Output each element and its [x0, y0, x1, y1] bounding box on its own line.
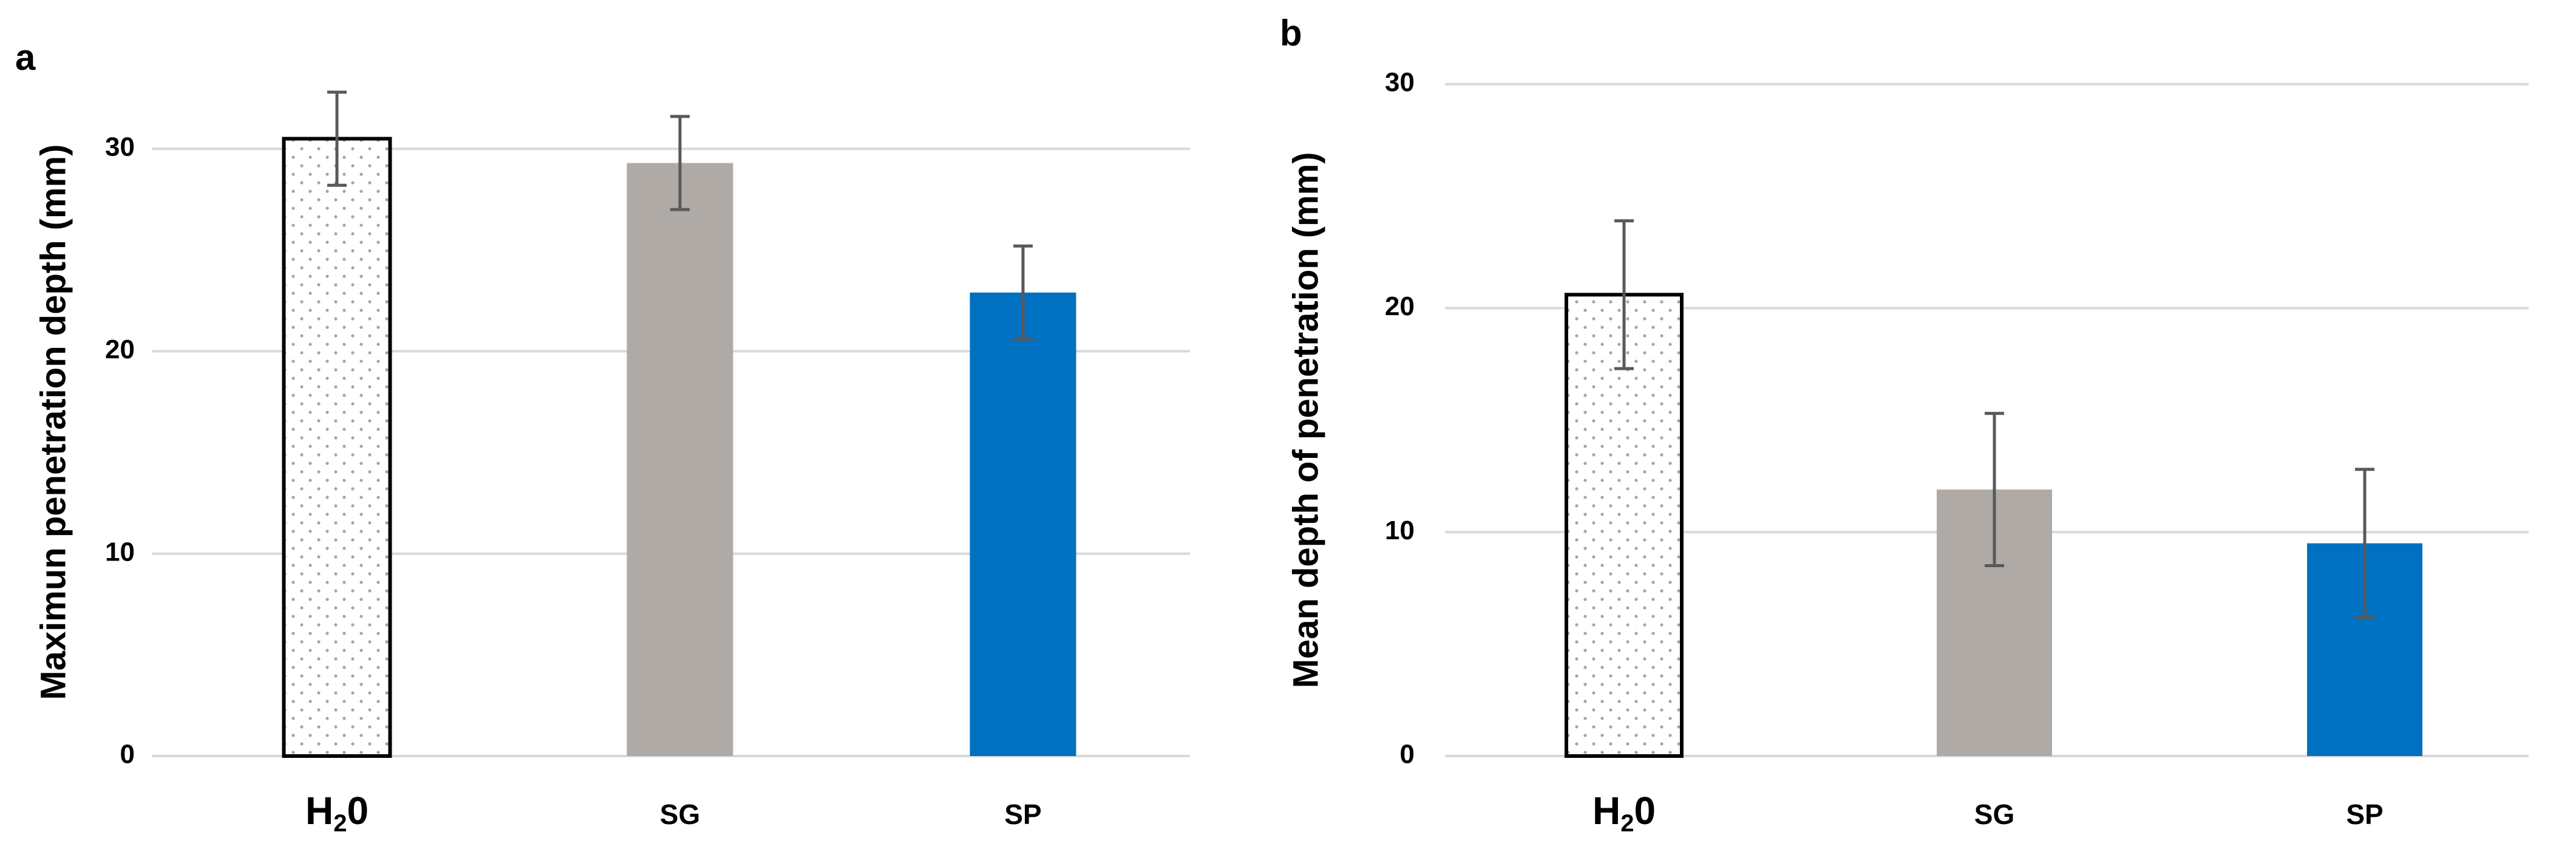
y-tick-label: 10 [105, 537, 135, 567]
panel-a-y-ticks: 0 10 20 30 [105, 132, 135, 769]
bar-h [282, 137, 392, 758]
panel-b-error-bars [1614, 219, 2374, 619]
panel-b-y-ticks: 0 10 20 30 [1385, 67, 1415, 769]
panel-b-label: b [1280, 13, 1302, 53]
panel-a-error-bars [327, 90, 1033, 341]
y-tick-label: 20 [105, 335, 135, 364]
error-bar-sg [670, 115, 690, 211]
error-bar-sp [1013, 244, 1033, 341]
error-bar-h [327, 90, 347, 187]
y-tick-label: 10 [1385, 516, 1415, 545]
bar-sg [627, 163, 733, 756]
x-category-label: SG [660, 799, 700, 830]
panel-a-label: a [15, 37, 36, 78]
error-bar-sg [1985, 412, 2004, 568]
x-category-label: H20 [1592, 789, 1656, 837]
x-category-label: SG [1974, 799, 2014, 830]
bar-sp [970, 292, 1076, 756]
bar-h [1565, 293, 1684, 758]
panel-b-bars [1565, 293, 2422, 758]
panel-b-x-labels: H20 SG SP [1592, 789, 2384, 837]
panel-a-bars [282, 137, 1076, 758]
x-category-label: H20 [305, 789, 369, 837]
panel-a-y-axis-title: Maximun penetration depth (mm) [33, 144, 73, 700]
x-category-label: SP [1004, 799, 1041, 830]
panel-b-y-axis-title: Mean depth of penetration (mm) [1286, 152, 1325, 688]
y-tick-label: 30 [105, 132, 135, 162]
error-bar-sp [2355, 468, 2374, 619]
y-tick-label: 0 [1400, 740, 1415, 769]
y-tick-label: 0 [120, 740, 135, 769]
panel-a: a Maximun penetration depth (mm) 0 10 20 30… [15, 37, 1190, 837]
y-tick-label: 20 [1385, 291, 1415, 321]
y-tick-label: 30 [1385, 67, 1415, 97]
panel-b: b Mean depth of penetration (mm) 0 10 20 30… [1280, 13, 2529, 837]
x-category-label: SP [2346, 799, 2383, 830]
panel-a-x-labels: H20 SG SP [305, 789, 1042, 837]
error-bar-h [1614, 219, 1634, 370]
